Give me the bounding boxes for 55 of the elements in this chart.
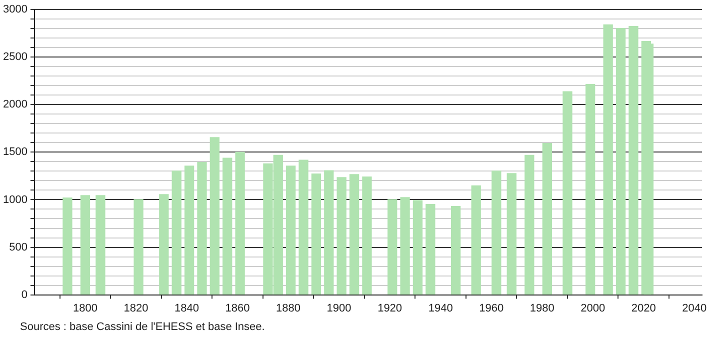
bar — [628, 26, 638, 295]
bar — [349, 174, 360, 295]
y-tick-label: 0 — [21, 288, 28, 301]
x-tick-label: 1840 — [174, 302, 199, 314]
bar — [644, 44, 654, 295]
bar — [388, 199, 398, 295]
bar — [134, 199, 144, 295]
bar — [542, 143, 552, 295]
bar — [426, 204, 436, 295]
bar — [235, 152, 245, 295]
x-tick-label: 1820 — [124, 302, 148, 314]
y-tick-label: 1000 — [2, 194, 28, 206]
bar — [96, 195, 106, 295]
bar — [222, 158, 232, 295]
x-tick-label: 2000 — [580, 302, 606, 314]
bar — [562, 91, 572, 295]
x-tick-label: 2020 — [631, 302, 656, 314]
bar — [210, 137, 220, 295]
bar — [172, 170, 182, 295]
x-tick-label: 1900 — [326, 302, 352, 314]
bar — [362, 176, 372, 295]
x-tick-label: 1880 — [276, 302, 301, 314]
bar — [492, 170, 502, 295]
y-tick-label: 2500 — [2, 51, 28, 64]
source-note: Sources : base Cassini de l'EHESS et base Insee. — [20, 321, 265, 333]
bar — [62, 198, 72, 295]
bar — [197, 162, 207, 295]
bar — [506, 173, 516, 295]
bar — [412, 200, 423, 295]
bar — [616, 28, 626, 295]
x-tick-label: 1920 — [378, 302, 402, 314]
bar — [471, 185, 481, 295]
bar — [336, 177, 346, 295]
bar — [524, 154, 534, 295]
y-tick-label: 500 — [9, 241, 28, 254]
x-tick-label: 1940 — [428, 302, 453, 314]
x-tick-label: 1800 — [72, 302, 98, 314]
bar — [400, 197, 410, 295]
x-tick-label: 1980 — [530, 302, 554, 314]
bar — [80, 195, 90, 295]
bar — [159, 194, 169, 295]
bar — [585, 84, 596, 295]
bar — [311, 174, 322, 295]
x-tick-label: 1860 — [225, 302, 250, 314]
bar — [450, 206, 461, 295]
bar — [603, 24, 613, 295]
bar — [286, 166, 296, 295]
x-tick-label: 2040 — [682, 302, 707, 314]
bar — [184, 166, 194, 295]
y-tick-label: 1500 — [2, 146, 28, 158]
y-tick-label: 2000 — [2, 98, 28, 111]
bar — [324, 170, 334, 295]
bar — [298, 160, 308, 295]
y-tick-label: 3000 — [2, 4, 28, 16]
x-tick-label: 1960 — [479, 302, 504, 314]
